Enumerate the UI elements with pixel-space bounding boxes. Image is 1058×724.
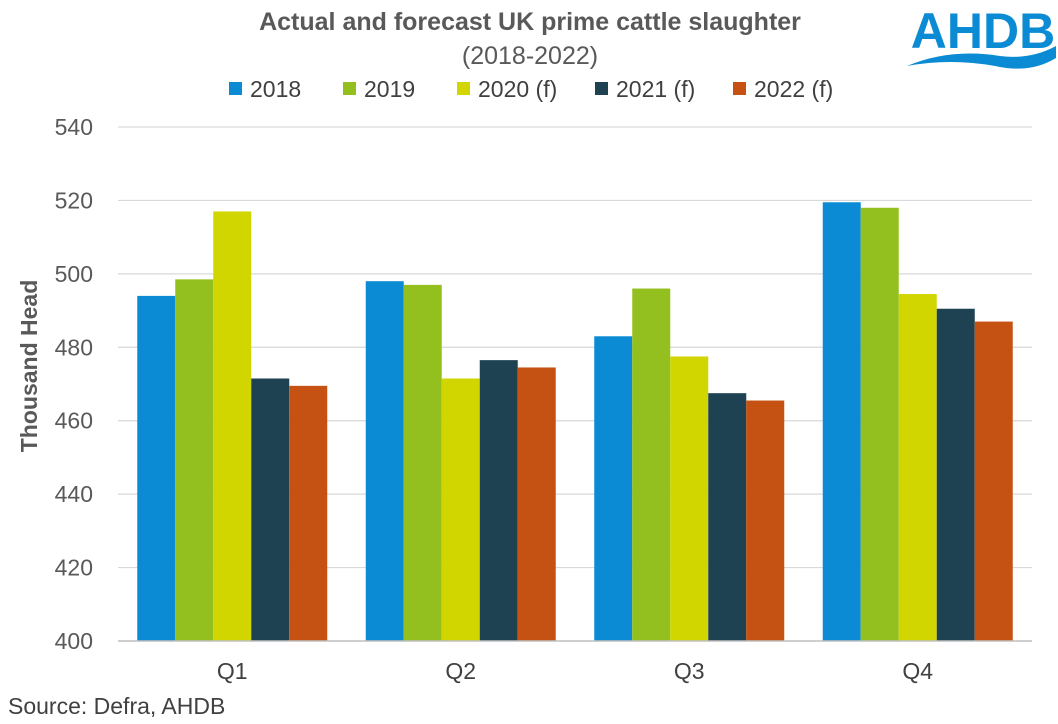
bar-2021-f-q2	[479, 360, 518, 641]
x-tick-label: Q2	[445, 658, 476, 684]
legend-label: 2019	[364, 76, 415, 102]
y-tick-label: 500	[55, 261, 93, 287]
x-axis-categories: Q1 Q2 Q3 Q4	[217, 658, 933, 684]
bar-2019-q1	[175, 279, 214, 641]
bars	[137, 202, 1013, 641]
bar-2022-f-q1	[289, 385, 328, 641]
y-tick-label: 540	[55, 114, 93, 140]
bar-2021-f-q3	[708, 393, 747, 641]
bar-2019-q3	[632, 288, 671, 641]
legend-label: 2018	[250, 76, 301, 102]
bar-2022-f-q3	[746, 400, 785, 641]
bar-2019-q4	[860, 207, 899, 641]
bar-2020-f-q2	[441, 378, 480, 641]
bar-2018-q3	[594, 336, 633, 641]
y-tick-label: 460	[55, 408, 93, 434]
bar-2021-f-q1	[251, 378, 290, 641]
x-tick-label: Q3	[674, 658, 705, 684]
y-tick-label: 520	[55, 187, 93, 213]
x-tick-label: Q4	[902, 658, 933, 684]
y-tick-label: 440	[55, 481, 93, 507]
legend-label: 2020 (f)	[478, 76, 557, 102]
y-tick-label: 420	[55, 555, 93, 581]
legend-swatch	[733, 82, 746, 95]
bar-2018-q2	[365, 281, 404, 641]
ahdb-logo: AHDB	[907, 3, 1056, 69]
chart-subtitle: (2018-2022)	[462, 42, 598, 70]
y-tick-label: 480	[55, 334, 93, 360]
y-axis-label: Thousand Head	[16, 280, 42, 453]
legend-label: 2021 (f)	[616, 76, 695, 102]
legend-swatch	[229, 82, 242, 95]
legend-label: 2022 (f)	[754, 76, 833, 102]
bar-2021-f-q4	[936, 308, 975, 641]
source-note: Source: Defra, AHDB	[8, 693, 225, 719]
bar-2020-f-q1	[213, 211, 252, 641]
bar-2020-f-q3	[670, 356, 709, 641]
x-tick-label: Q1	[217, 658, 248, 684]
bar-2018-q1	[137, 295, 176, 641]
logo-wave-icon	[907, 46, 1056, 69]
bar-2022-f-q4	[974, 321, 1013, 641]
bar-2022-f-q2	[517, 367, 556, 641]
bar-2018-q4	[822, 202, 861, 641]
y-tick-label: 400	[55, 628, 93, 654]
chart-title: Actual and forecast UK prime cattle slau…	[259, 8, 801, 36]
bar-2020-f-q4	[898, 294, 937, 641]
y-axis-ticks: 400 420 440 460 480 500 520 540	[55, 114, 93, 654]
legend-swatch	[343, 82, 356, 95]
legend-swatch	[457, 82, 470, 95]
legend-swatch	[595, 82, 608, 95]
bar-2019-q2	[403, 284, 442, 641]
chart-legend: 2018 2019 2020 (f) 2021 (f) 2022 (f)	[229, 76, 833, 102]
ahdb-logo-text: AHDB	[911, 3, 1055, 59]
